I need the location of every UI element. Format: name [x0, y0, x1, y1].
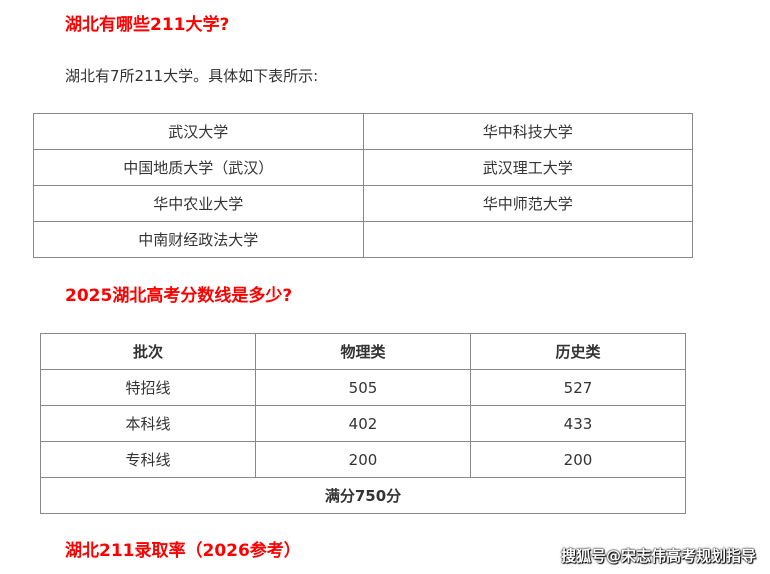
table-row: 中南财经政法大学 [33, 221, 693, 258]
table-row: 华中农业大学 华中师范大学 [33, 185, 693, 222]
table-cell: 本科线 [40, 405, 256, 442]
table-cell: 华中师范大学 [362, 185, 693, 222]
section-heading: 湖北211录取率（2026参考） [65, 541, 301, 561]
table-footer: 满分750分 [40, 477, 686, 514]
table-cell: 200 [255, 441, 471, 478]
score-table: 批次 物理类 历史类 特招线 505 527 本科线 402 433 专科线 200 200 满… [40, 333, 686, 514]
column-header: 批次 [40, 333, 256, 370]
table-cell: 中南财经政法大学 [33, 221, 364, 258]
column-header: 物理类 [255, 333, 471, 370]
table-cell: 特招线 [40, 369, 256, 406]
table-cell: 华中农业大学 [33, 185, 364, 222]
table-cell: 402 [255, 405, 471, 442]
table-row: 中国地质大学（武汉） 武汉理工大学 [33, 149, 693, 186]
university-table: 武汉大学 华中科技大学 中国地质大学（武汉） 武汉理工大学 华中农业大学 华中师范大学… [33, 113, 693, 258]
table-row: 本科线 402 433 [40, 405, 686, 442]
table-footer-row: 满分750分 [40, 477, 686, 514]
intro-paragraph: 湖北有7所211大学。具体如下表所示: [65, 67, 319, 85]
table-cell [362, 221, 693, 258]
table-cell: 专科线 [40, 441, 256, 478]
table-row: 特招线 505 527 [40, 369, 686, 406]
section-heading: 2025湖北高考分数线是多少? [65, 286, 293, 306]
watermark: 搜狐号@宋志伟高考规划指导 [560, 547, 756, 565]
table-cell: 505 [255, 369, 471, 406]
table-cell: 433 [470, 405, 686, 442]
table-cell: 华中科技大学 [362, 113, 693, 150]
table-cell: 武汉理工大学 [362, 149, 693, 186]
table-cell: 200 [470, 441, 686, 478]
table-cell: 武汉大学 [33, 113, 364, 150]
table-header-row: 批次 物理类 历史类 [40, 333, 686, 370]
table-cell: 527 [470, 369, 686, 406]
column-header: 历史类 [470, 333, 686, 370]
section-heading: 湖北有哪些211大学? [65, 15, 230, 35]
table-cell: 中国地质大学（武汉） [33, 149, 364, 186]
table-row: 武汉大学 华中科技大学 [33, 113, 693, 150]
table-row: 专科线 200 200 [40, 441, 686, 478]
